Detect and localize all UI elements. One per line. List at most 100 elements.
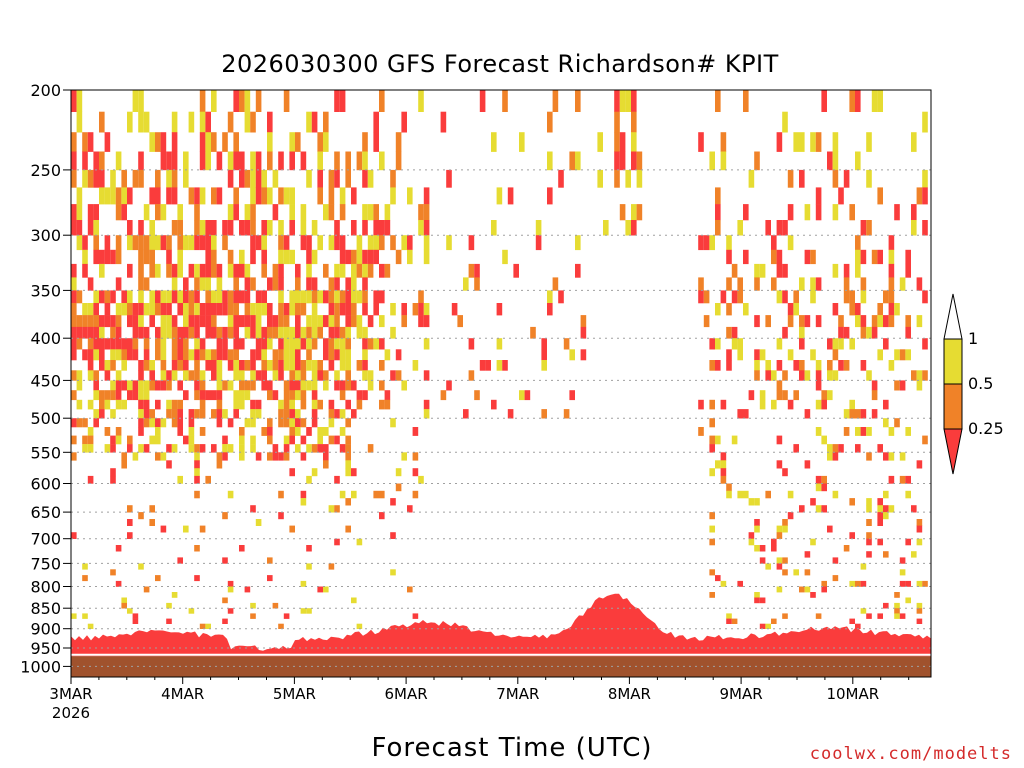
- heatmap-cell: [535, 235, 542, 251]
- heatmap-cell: [188, 290, 195, 304]
- heatmap-cell: [82, 326, 88, 339]
- heatmap-cell: [177, 418, 183, 428]
- heatmap-cell: [188, 303, 195, 316]
- heatmap-cell: [328, 204, 335, 221]
- heatmap-cell: [295, 418, 301, 428]
- heatmap-cell: [815, 187, 822, 205]
- heatmap-cell: [317, 399, 323, 410]
- heatmap-cell: [227, 326, 234, 339]
- heatmap-cell: [188, 315, 195, 328]
- heatmap-cell: [143, 249, 150, 265]
- heatmap-cell: [138, 360, 144, 371]
- heatmap-cell: [183, 290, 189, 304]
- heatmap-cell: [463, 409, 469, 419]
- heatmap-cell: [306, 169, 312, 188]
- heatmap-cell: [351, 249, 357, 265]
- heatmap-cell: [328, 235, 335, 251]
- heatmap-cell: [71, 326, 77, 339]
- heatmap-cell: [799, 132, 805, 152]
- heatmap-cell: [87, 338, 94, 350]
- heatmap-cell: [815, 132, 822, 152]
- heatmap-cell: [289, 204, 295, 221]
- heatmap-cell: [726, 613, 732, 619]
- heatmap-cell: [771, 277, 777, 291]
- heatmap-cell: [799, 277, 805, 291]
- heatmap-cell: [916, 608, 923, 614]
- heatmap-cell: [311, 220, 318, 236]
- heatmap-cell: [720, 460, 727, 469]
- heatmap-cell: [855, 249, 861, 265]
- heatmap-cell: [205, 326, 211, 339]
- heatmap-cell: [227, 315, 234, 328]
- heatmap-cell: [255, 187, 262, 205]
- heatmap-cell: [233, 263, 239, 278]
- heatmap-cell: [71, 315, 77, 328]
- heatmap-cell: [110, 380, 116, 391]
- heatmap-cell: [821, 390, 827, 401]
- heatmap-cell: [759, 263, 766, 278]
- heatmap-cell: [407, 505, 413, 513]
- heatmap-cell: [715, 187, 721, 205]
- heatmap-cell: [244, 277, 251, 291]
- heatmap-cell: [127, 303, 133, 316]
- heatmap-cell: [373, 132, 379, 152]
- heatmap-cell: [143, 390, 150, 401]
- heatmap-cell: [496, 303, 503, 316]
- heatmap-cell: [849, 338, 855, 350]
- heatmap-cell: [832, 338, 839, 350]
- heatmap-cell: [815, 370, 822, 381]
- heatmap-cell: [222, 557, 228, 564]
- heatmap-cell: [160, 290, 167, 304]
- heatmap-cell: [166, 263, 172, 278]
- heatmap-cell: [877, 538, 883, 546]
- heatmap-cell: [317, 132, 323, 152]
- boundary-layer-area: [71, 593, 931, 657]
- heatmap-cell: [216, 370, 223, 381]
- heatmap-cell: [815, 483, 822, 492]
- heatmap-cell: [423, 370, 430, 381]
- heatmap-cell: [731, 435, 738, 445]
- heatmap-cell: [239, 338, 245, 350]
- heatmap-cell: [132, 452, 139, 461]
- heatmap-cell: [250, 235, 256, 251]
- heatmap-cell: [183, 235, 189, 251]
- heatmap-cell: [177, 303, 183, 316]
- colorbar: 10.50.25: [943, 293, 1004, 475]
- heatmap-cell: [407, 235, 413, 251]
- heatmap-cell: [261, 326, 267, 339]
- heatmap-cell: [71, 204, 77, 221]
- heatmap-cell: [323, 290, 329, 304]
- heatmap-cell: [278, 235, 284, 251]
- heatmap-cell: [860, 315, 867, 328]
- heatmap-cell: [894, 418, 900, 428]
- heatmap-cell: [547, 151, 553, 171]
- heatmap-cell: [860, 220, 867, 236]
- heatmap-cell: [222, 290, 228, 304]
- heatmap-cell: [127, 111, 133, 133]
- heatmap-cell: [507, 409, 514, 419]
- heatmap-cell: [799, 338, 805, 350]
- heatmap-cell: [132, 380, 139, 391]
- heatmap-cell: [199, 303, 206, 316]
- heatmap-cell: [395, 370, 402, 381]
- heatmap-cell: [155, 427, 161, 436]
- heatmap-cell: [255, 315, 262, 328]
- heatmap-cell: [883, 602, 889, 609]
- heatmap-cell: [306, 475, 312, 484]
- heatmap-cell: [127, 349, 133, 361]
- heatmap-cell: [922, 338, 928, 350]
- heatmap-cell: [860, 249, 867, 265]
- heatmap-cell: [726, 277, 732, 291]
- heatmap-cell: [211, 303, 217, 316]
- heatmap-cell: [317, 444, 323, 453]
- heatmap-cell: [379, 235, 385, 251]
- heatmap-cell: [323, 370, 329, 381]
- heatmap-cell: [267, 326, 273, 339]
- x-tick-label: 8MAR: [608, 685, 651, 703]
- heatmap-cell: [300, 452, 307, 461]
- heatmap-cell: [171, 111, 178, 133]
- heatmap-cell: [171, 418, 178, 428]
- heatmap-cell: [804, 409, 811, 419]
- heatmap-cell: [250, 444, 256, 453]
- y-tick-label: 1000: [20, 657, 61, 676]
